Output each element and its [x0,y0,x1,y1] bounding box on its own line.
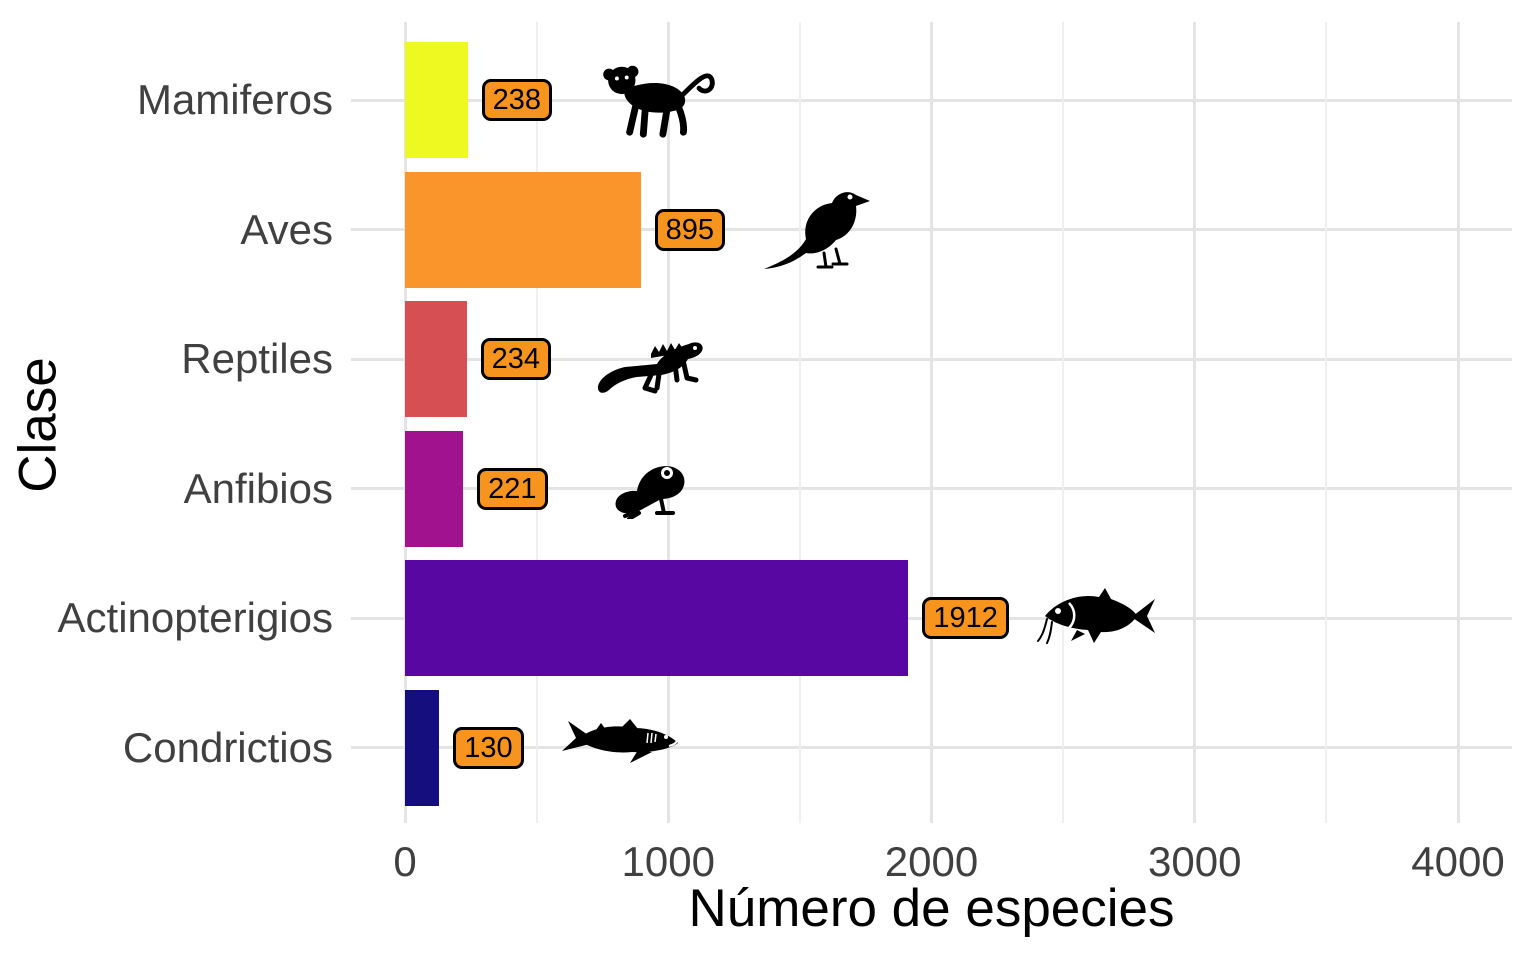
gridline-minor-1500 [798,22,801,823]
gridline-major-2000 [930,22,933,823]
y-axis-label-reptiles: Reptiles [181,335,333,382]
x-axis-tick-label-4000: 4000 [1411,838,1505,885]
gridline-minor-500 [535,22,538,823]
gridline-major-4000 [1456,22,1460,823]
value-label-condrictios: 130 [453,726,524,769]
value-label-mamiferos: 238 [481,79,553,121]
gridline-minor-3500 [1325,22,1328,823]
bar-mamiferos [405,42,468,158]
value-label-aves: 895 [654,208,725,251]
value-label-reptiles: 234 [480,338,551,380]
value-label-anfibios: 221 [477,467,548,510]
fish-icon [1033,585,1157,647]
x-axis-tick-label-2000: 2000 [884,838,979,885]
bar-actinopterigios [405,560,909,676]
bird-icon [756,181,874,273]
y-axis-label-anfibios: Anfibios [183,464,333,512]
x-axis-title: Número de especies [688,879,1175,938]
bar-aves [405,171,641,288]
bar-anfibios [405,430,464,547]
y-axis-label-aves: Aves [240,205,333,253]
bar-condrictios [405,689,440,806]
bar-reptiles [405,301,467,417]
x-axis-tick-label-0: 0 [393,838,417,885]
iguana-icon [595,318,707,402]
y-axis-label-actinopterigios: Actinopterigios [57,594,333,641]
gridline-major-0 [403,22,407,823]
gridline-minor-2500 [1062,22,1065,823]
monkey-icon [596,54,718,142]
frog-icon [609,455,691,521]
gridline-major-3000 [1193,22,1197,823]
gridline-major-1000 [666,22,670,823]
x-axis-tick-label-1000: 1000 [621,838,715,885]
y-axis-label-mamiferos: Mamiferos [136,76,333,123]
value-label-actinopterigios: 1912 [922,597,1009,639]
shark-icon [558,719,682,765]
x-axis-tick-label-3000: 3000 [1148,838,1242,885]
y-axis-label-condrictios: Condrictios [122,723,333,771]
